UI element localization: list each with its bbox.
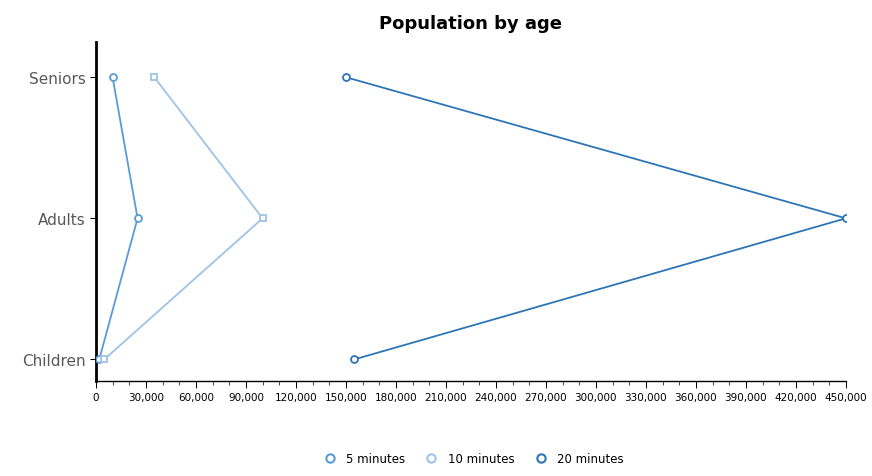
Legend: 5 minutes, 10 minutes, 20 minutes: 5 minutes, 10 minutes, 20 minutes — [313, 447, 629, 469]
Line: 20 minutes: 20 minutes — [343, 75, 849, 363]
5 minutes — [133, 216, 143, 222]
10 minutes — [257, 216, 268, 222]
20 minutes — [349, 357, 359, 363]
20 minutes — [841, 216, 851, 222]
Line: 5 minutes: 5 minutes — [96, 75, 141, 363]
10 minutes — [149, 75, 160, 81]
5 minutes — [107, 75, 118, 81]
20 minutes — [341, 75, 351, 81]
Title: Population by age: Population by age — [379, 15, 562, 33]
Line: 10 minutes: 10 minutes — [101, 75, 266, 363]
5 minutes — [94, 357, 105, 363]
10 minutes — [99, 357, 110, 363]
